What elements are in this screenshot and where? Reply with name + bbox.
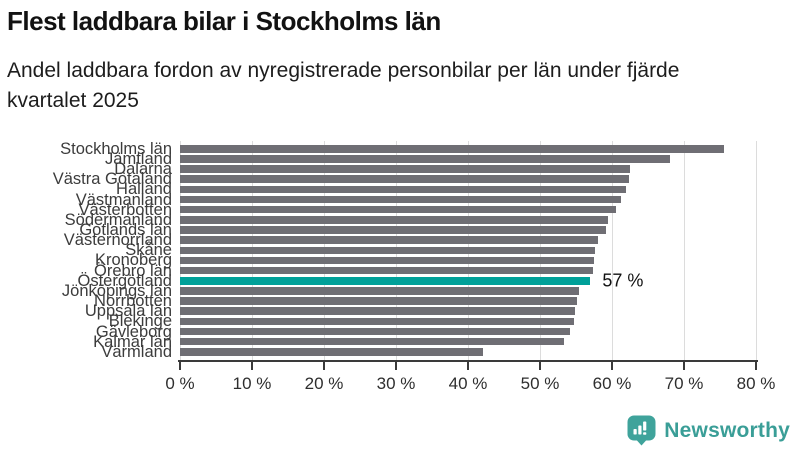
y-axis-label: Kronoberg [94,251,172,270]
bar [180,276,591,285]
y-axis-label: Blekinge [108,312,172,331]
chart-subtitle-line-2: kvartalet 2025 [7,89,139,113]
y-axis-label: Östergötland [77,271,172,290]
y-axis-label: Jönköpings län [61,281,172,300]
y-axis-label: Södermanland [64,210,172,229]
gridline [612,141,613,360]
bar [180,348,484,356]
bar [180,236,598,244]
x-axis-tick [179,362,181,370]
y-axis-label: Dalarna [114,159,172,178]
y-axis-label: Jämtland [105,149,172,168]
bar [180,185,627,194]
bar [180,205,617,214]
newsworthy-logo-icon [627,415,656,446]
x-axis-tick [251,362,253,370]
x-axis-tick [683,362,685,370]
y-axis-label: Stockholms län [60,139,172,158]
x-tick-label: 10 % [232,374,272,393]
bar [180,337,564,346]
x-axis-tick [323,362,325,370]
gridline [684,141,685,360]
gridline [756,141,757,360]
bar [180,246,595,255]
x-axis-tick [395,362,397,370]
x-axis-tick [539,362,541,370]
branding-name: Newsworthy [664,418,790,442]
branding: Newsworthy [627,415,790,446]
y-axis-label: Halland [116,180,172,199]
y-axis-label: Västmanland [75,190,172,209]
x-tick-label: 50 % [520,374,560,393]
y-axis-label: Örebro län [94,261,172,280]
bar [180,256,594,265]
y-axis-label: Uppsala län [84,301,172,320]
y-axis-label: Skåne [125,241,172,260]
chart-subtitle: Andel laddbara fordon av nyregistrerade … [7,56,679,117]
bar [180,175,630,184]
y-axis-label: Västerbotten [78,200,172,219]
y-axis-label: Norrbotten [94,291,172,310]
bar [180,195,622,204]
y-axis-label: Västernorrland [63,230,172,249]
bar [180,317,574,326]
x-axis-tick [755,362,757,370]
chart-subtitle-line-1: Andel laddbara fordon av nyregistrerade … [7,59,680,82]
x-tick-label: 80 % [736,374,776,393]
y-axis-label: Gotlands län [79,220,172,239]
bar [180,266,594,275]
highlight-value-label: 57 % [602,270,644,291]
bar [180,216,609,224]
chart-title: Flest laddbara bilar i Stockholms län [7,6,441,36]
x-axis-tick [467,362,469,370]
x-tick-label: 40 % [448,374,488,393]
y-axis-label: Kalmar län [93,332,172,351]
bar [180,297,578,305]
y-axis-label: Västra Götaland [52,170,172,188]
x-tick-label: 70 % [664,374,704,393]
x-tick-label: 60 % [592,374,632,393]
bar [180,165,630,173]
x-tick-label: 30 % [376,374,416,393]
bar [180,145,724,153]
bar [180,155,670,163]
bar [180,287,579,295]
x-tick-label: 0 % [165,374,195,393]
x-axis-tick [611,362,613,370]
bar [180,327,571,336]
x-tick-label: 20 % [304,374,344,393]
bar [180,307,575,315]
x-axis-line [178,360,758,362]
y-axis-label: Värmland [101,342,172,361]
bar [180,226,607,234]
y-axis-label: Gävleborg [95,322,172,341]
